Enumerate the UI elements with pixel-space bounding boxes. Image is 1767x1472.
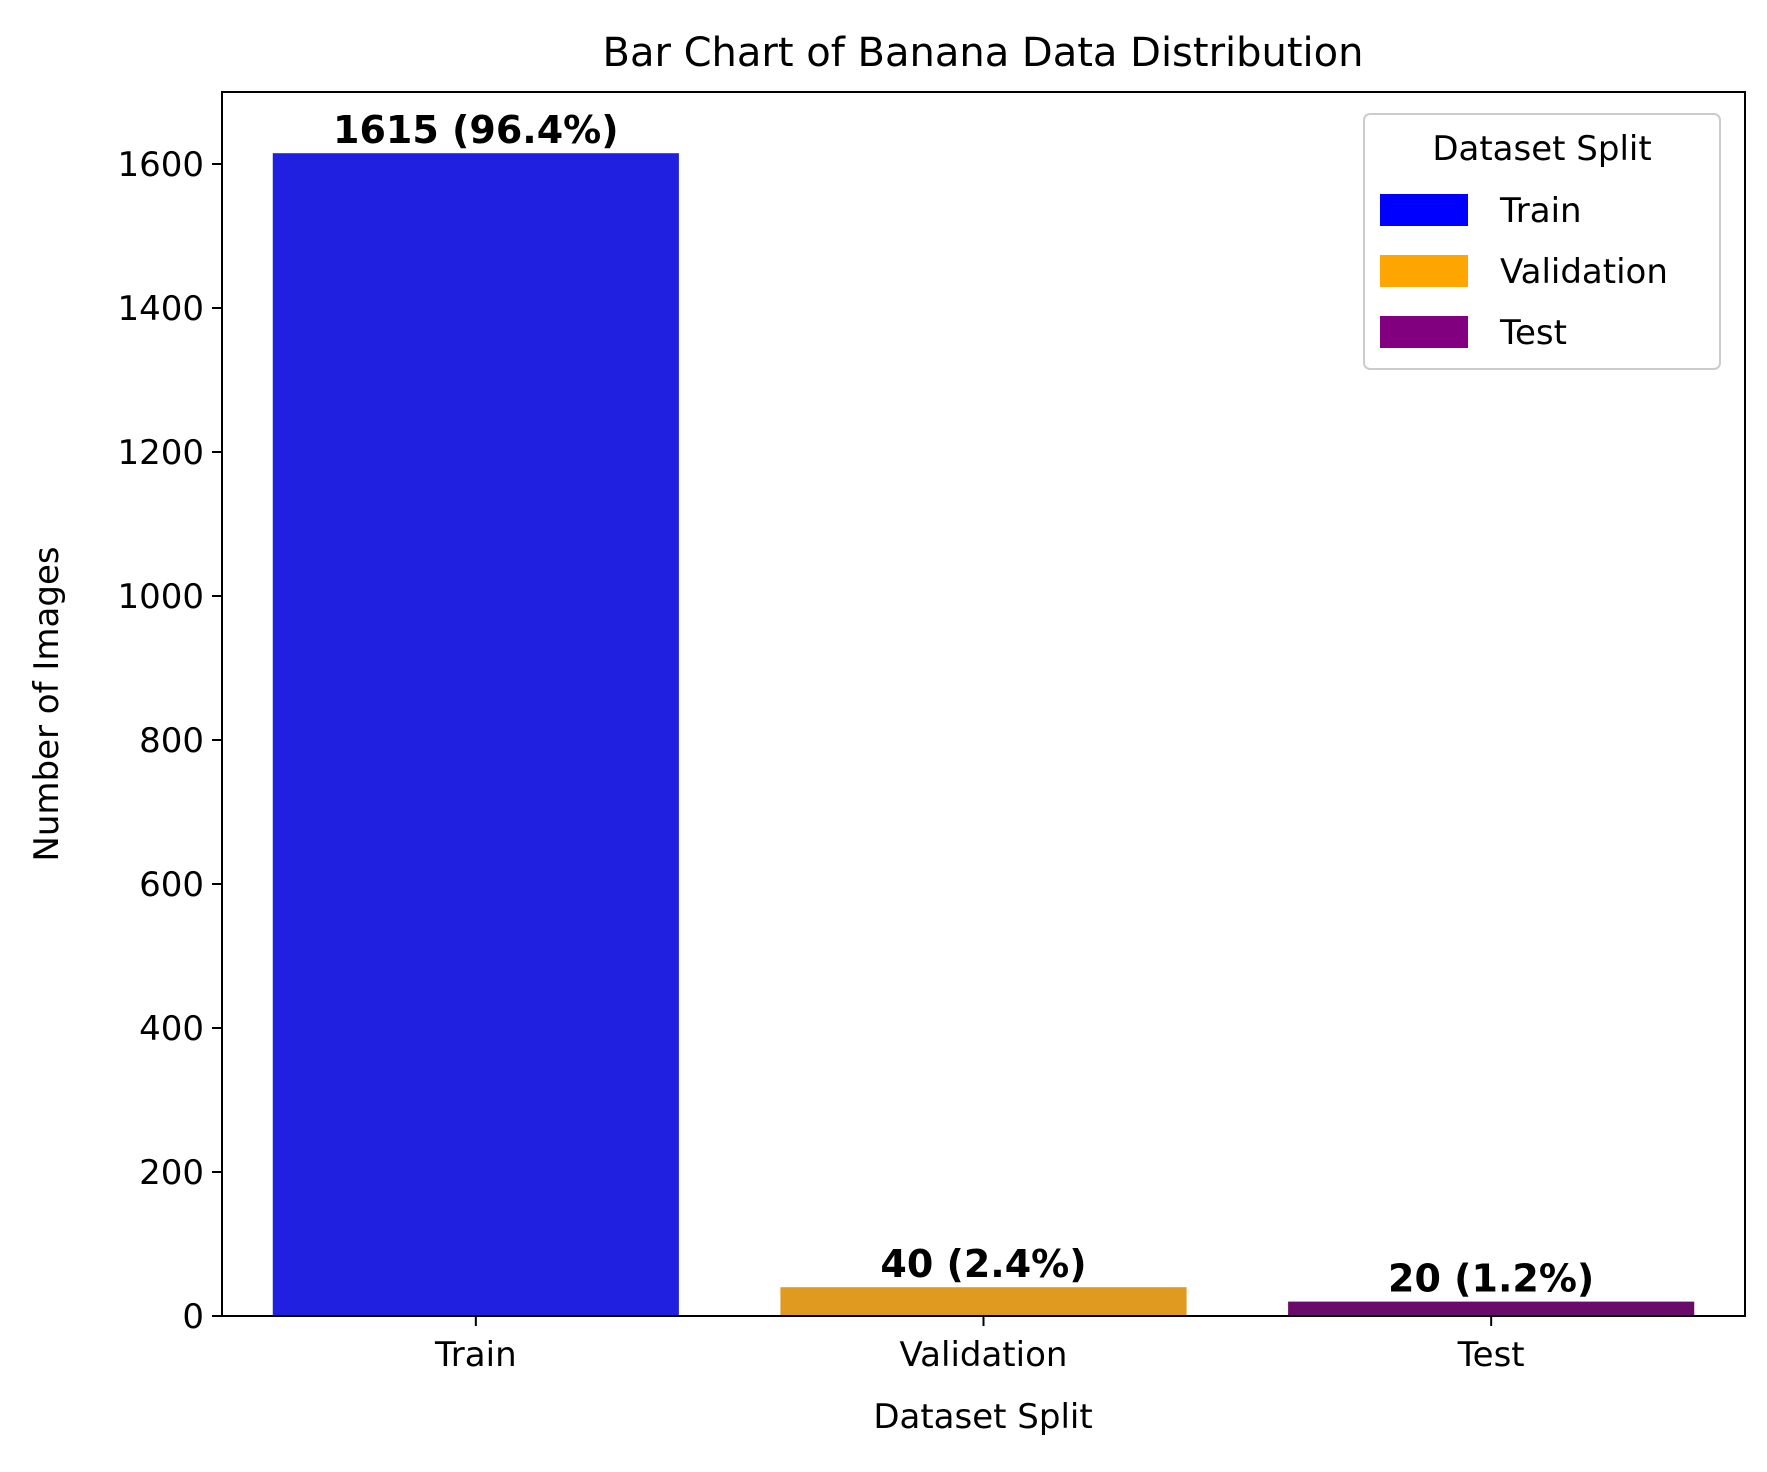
y-tick-label: 800 <box>139 721 204 761</box>
data-label-test: 20 (1.2%) <box>1388 1257 1594 1301</box>
bar-data-labels: 1615 (96.4%) 40 (2.4%) 20 (1.2%) <box>333 108 1594 1300</box>
x-axis-ticks: Train Validation Test <box>434 1316 1525 1375</box>
y-tick-label: 1600 <box>117 145 204 185</box>
y-tick-label: 0 <box>182 1297 204 1337</box>
legend: Dataset Split Train Validation Test <box>1363 113 1721 370</box>
legend-entries: Train Validation Test <box>1380 191 1668 353</box>
y-tick-label: 1400 <box>117 289 204 329</box>
legend-swatch-test <box>1380 316 1468 348</box>
y-tick-label: 400 <box>139 1009 204 1049</box>
x-tick-label-train: Train <box>434 1335 517 1375</box>
legend-box <box>1363 113 1721 370</box>
x-axis-label: Dataset Split <box>873 1397 1092 1437</box>
x-tick-label-validation: Validation <box>900 1335 1068 1375</box>
y-tick-label: 1200 <box>117 433 204 473</box>
legend-title: Dataset Split <box>1432 129 1651 169</box>
data-label-train: 1615 (96.4%) <box>333 108 619 152</box>
y-tick-label: 600 <box>139 865 204 905</box>
data-label-validation: 40 (2.4%) <box>880 1242 1086 1286</box>
bar-validation <box>780 1287 1187 1316</box>
y-tick-label: 1000 <box>117 577 204 617</box>
legend-label-validation: Validation <box>1500 252 1668 292</box>
legend-swatch-validation <box>1380 255 1468 287</box>
y-axis-ticks: 0 200 400 600 800 1000 1200 1400 1600 <box>117 145 222 1337</box>
bar-test <box>1288 1301 1695 1316</box>
bar-train <box>272 153 679 1317</box>
bars-group <box>272 153 1695 1317</box>
y-tick-label: 200 <box>139 1153 204 1193</box>
x-tick-label-test: Test <box>1457 1335 1525 1375</box>
chart-title: Bar Chart of Banana Data Distribution <box>603 30 1364 76</box>
plot-frame <box>221 91 1746 1317</box>
legend-label-test: Test <box>1499 313 1567 353</box>
y-axis-label: Number of Images <box>27 546 67 861</box>
legend-label-train: Train <box>1499 191 1582 231</box>
legend-swatch-train <box>1380 194 1468 226</box>
